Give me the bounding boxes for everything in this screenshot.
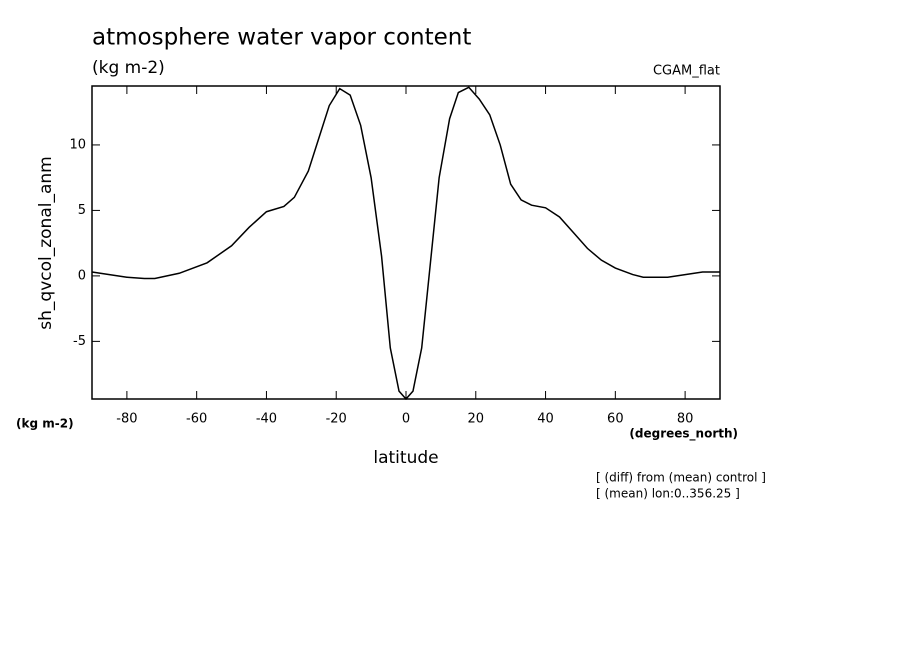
note: [ (mean) lon:0..356.25 ]: [596, 487, 740, 501]
x-tick-label: 40: [537, 412, 554, 427]
x-units: (degrees_north): [629, 427, 738, 442]
y-units: (kg m-2): [16, 417, 74, 431]
y-axis-label: sh_qvcol_zonal_anm: [36, 156, 56, 329]
y-tick-label: -5: [73, 334, 86, 349]
x-tick-label: -80: [116, 412, 137, 427]
chart-subtitle: (kg m-2): [92, 58, 165, 78]
y-tick-label: 10: [69, 137, 86, 152]
x-tick-label: 80: [677, 412, 694, 427]
y-tick-label: 0: [78, 268, 86, 283]
y-tick-label: 5: [78, 203, 86, 218]
x-tick-label: -60: [186, 412, 207, 427]
x-tick-label: 60: [607, 412, 624, 427]
x-axis-label: latitude: [373, 448, 438, 468]
chart-title: atmosphere water vapor content: [92, 25, 471, 51]
x-tick-label: -40: [256, 412, 277, 427]
note: [ (diff) from (mean) control ]: [596, 471, 766, 485]
x-tick-label: 20: [468, 412, 485, 427]
x-tick-label: 0: [402, 412, 410, 427]
data-line: [91, 86, 720, 401]
x-tick-label: -20: [326, 412, 347, 427]
plot-frame: [91, 85, 721, 400]
case-label: CGAM_flat: [653, 64, 720, 79]
